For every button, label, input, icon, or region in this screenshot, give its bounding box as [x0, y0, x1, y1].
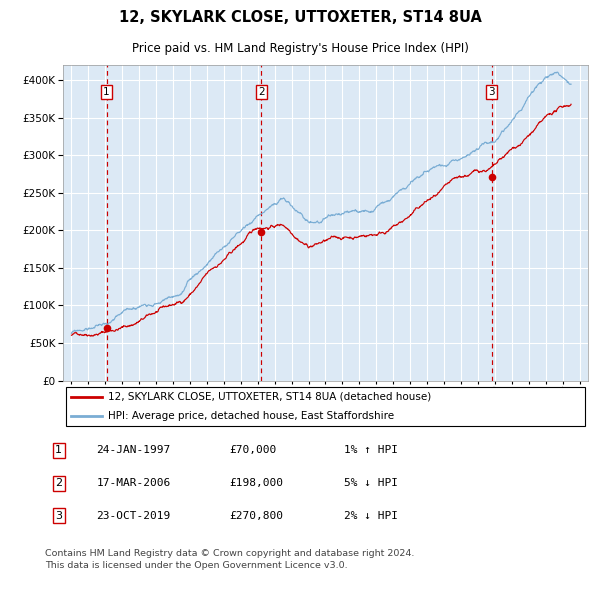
Text: 1: 1 — [55, 445, 62, 455]
Text: Price paid vs. HM Land Registry's House Price Index (HPI): Price paid vs. HM Land Registry's House … — [131, 42, 469, 55]
Text: 1% ↑ HPI: 1% ↑ HPI — [344, 445, 398, 455]
FancyBboxPatch shape — [65, 387, 586, 426]
Text: HPI: Average price, detached house, East Staffordshire: HPI: Average price, detached house, East… — [107, 411, 394, 421]
Text: 1: 1 — [103, 87, 110, 97]
Text: £70,000: £70,000 — [230, 445, 277, 455]
Text: 24-JAN-1997: 24-JAN-1997 — [97, 445, 171, 455]
Text: 3: 3 — [55, 511, 62, 521]
Text: Contains HM Land Registry data © Crown copyright and database right 2024.
This d: Contains HM Land Registry data © Crown c… — [45, 549, 415, 571]
Text: 2% ↓ HPI: 2% ↓ HPI — [344, 511, 398, 521]
Text: 17-MAR-2006: 17-MAR-2006 — [97, 478, 171, 488]
Text: 12, SKYLARK CLOSE, UTTOXETER, ST14 8UA (detached house): 12, SKYLARK CLOSE, UTTOXETER, ST14 8UA (… — [107, 392, 431, 402]
Text: 5% ↓ HPI: 5% ↓ HPI — [344, 478, 398, 488]
Text: 12, SKYLARK CLOSE, UTTOXETER, ST14 8UA: 12, SKYLARK CLOSE, UTTOXETER, ST14 8UA — [119, 10, 481, 25]
Text: 23-OCT-2019: 23-OCT-2019 — [97, 511, 171, 521]
Text: £270,800: £270,800 — [230, 511, 284, 521]
Text: £198,000: £198,000 — [230, 478, 284, 488]
Text: 3: 3 — [488, 87, 495, 97]
Text: 2: 2 — [258, 87, 265, 97]
Text: 2: 2 — [55, 478, 62, 488]
